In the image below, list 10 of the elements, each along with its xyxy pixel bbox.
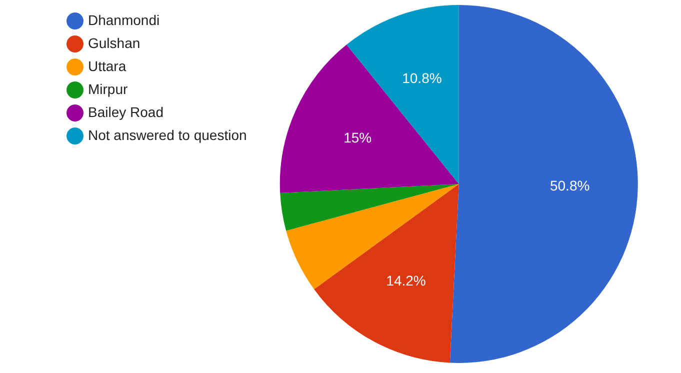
- legend-label: Gulshan: [88, 34, 140, 51]
- legend-label: Uttara: [88, 58, 126, 74]
- legend-label: Bailey Road: [88, 104, 164, 120]
- data-label: 14.2%: [386, 272, 426, 288]
- legend-label: Dhanmondi: [88, 12, 160, 28]
- data-label: 50.8%: [550, 178, 590, 194]
- data-label: 10.8%: [402, 70, 442, 86]
- legend-label: Not answered to question: [88, 126, 247, 143]
- data-label: 15%: [344, 130, 372, 146]
- legend-label: Mirpur: [88, 80, 128, 97]
